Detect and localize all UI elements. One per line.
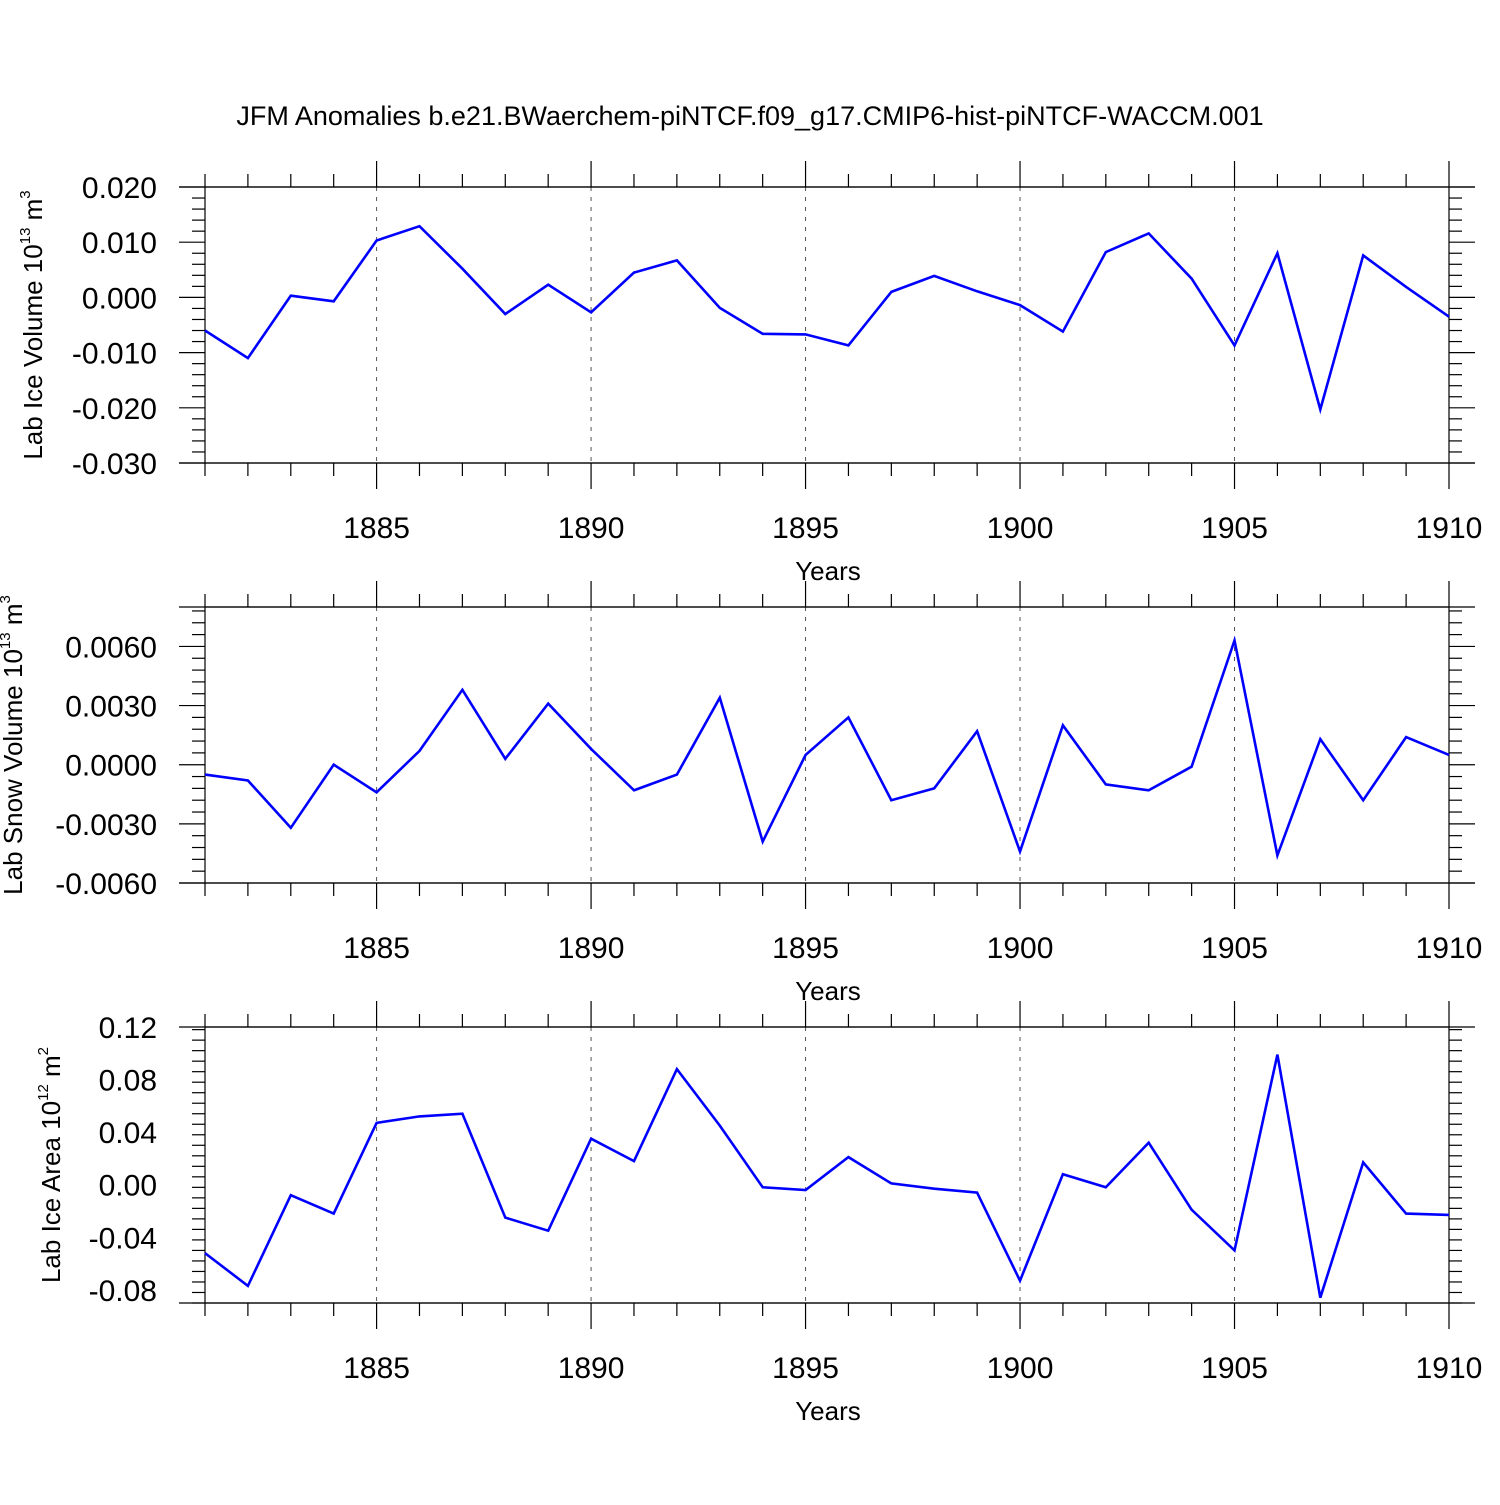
y-tick-label: 0.0000 [65,750,157,783]
y-axis-label-exponent: 13 [0,632,14,649]
y-axis-label: Lab Snow Volume 1013 m3 [0,595,28,895]
x-tick-label: 1885 [343,1352,410,1385]
x-tick-label: 1900 [987,1352,1054,1385]
x-tick-label: 1890 [558,932,625,965]
y-axis-label-exponent: 12 [35,1084,52,1101]
chart-panel-3: 1885 1890 1895 1900 1905 1910 Years 0.12 0.08 0.0… [35,1001,1482,1426]
x-tick-label: 1890 [558,1352,625,1385]
plot-frame [205,1027,1449,1303]
y-tick-label: 0.08 [99,1065,157,1098]
y-tick-label: 0.04 [99,1117,157,1150]
x-tick-label: 1905 [1201,932,1268,965]
y-tick-label: 0.12 [99,1012,157,1045]
y-axis-label-text: Lab Snow Volume 10 [0,649,28,895]
y-tick-label: -0.010 [72,338,157,371]
y-axis-label: Lab Ice Volume 1013 m3 [17,190,48,459]
x-tick-label: 1910 [1416,1352,1483,1385]
y-axis-label-exponent: 2 [35,1047,52,1055]
y-axis-label-text: Lab Ice Area 10 [36,1101,66,1283]
plot-frame [205,607,1449,883]
x-tick-label: 1910 [1416,932,1483,965]
y-axis-label-text: Lab Ice Volume 10 [18,244,48,459]
y-axis-label-exponent: 3 [17,190,34,198]
y-tick-label: -0.0060 [55,868,157,901]
y-tick-label: -0.08 [89,1275,157,1308]
plot-frame [205,187,1449,463]
x-tick-label: 1885 [343,932,410,965]
y-axis-label-exponent: 13 [17,228,34,245]
x-tick-label: 1885 [343,512,410,545]
y-tick-label: 0.020 [82,172,157,205]
y-axis-label-text: m [0,604,28,633]
x-tick-label: 1900 [987,512,1054,545]
x-tick-label: 1905 [1201,512,1268,545]
y-tick-label: -0.0030 [55,809,157,842]
x-tick-label: 1910 [1416,512,1483,545]
data-line [205,641,1449,856]
figure-title: JFM Anomalies b.e21.BWaerchem-piNTCF.f09… [236,101,1263,131]
y-tick-label: 0.000 [82,282,157,315]
y-tick-label: 0.010 [82,227,157,260]
y-tick-label: 0.0030 [65,691,157,724]
x-axis-label: Years [795,1396,861,1426]
y-tick-label: -0.030 [72,448,157,481]
x-tick-label: 1895 [772,512,839,545]
data-line [205,226,1449,409]
y-axis-label-text: m [36,1055,66,1084]
x-tick-label: 1900 [987,932,1054,965]
x-tick-label: 1905 [1201,1352,1268,1385]
y-tick-label: 0.0060 [65,631,157,664]
x-tick-label: 1895 [772,932,839,965]
y-tick-label: -0.04 [89,1222,157,1255]
y-tick-label: 0.00 [99,1170,157,1203]
y-axis-label: Lab Ice Area 1012 m2 [35,1047,66,1283]
x-tick-label: 1895 [772,1352,839,1385]
data-line [205,1055,1449,1298]
y-axis-label-text: m [18,199,48,228]
y-tick-label: -0.020 [72,393,157,426]
x-tick-label: 1890 [558,512,625,545]
y-axis-label-exponent: 3 [0,595,14,603]
